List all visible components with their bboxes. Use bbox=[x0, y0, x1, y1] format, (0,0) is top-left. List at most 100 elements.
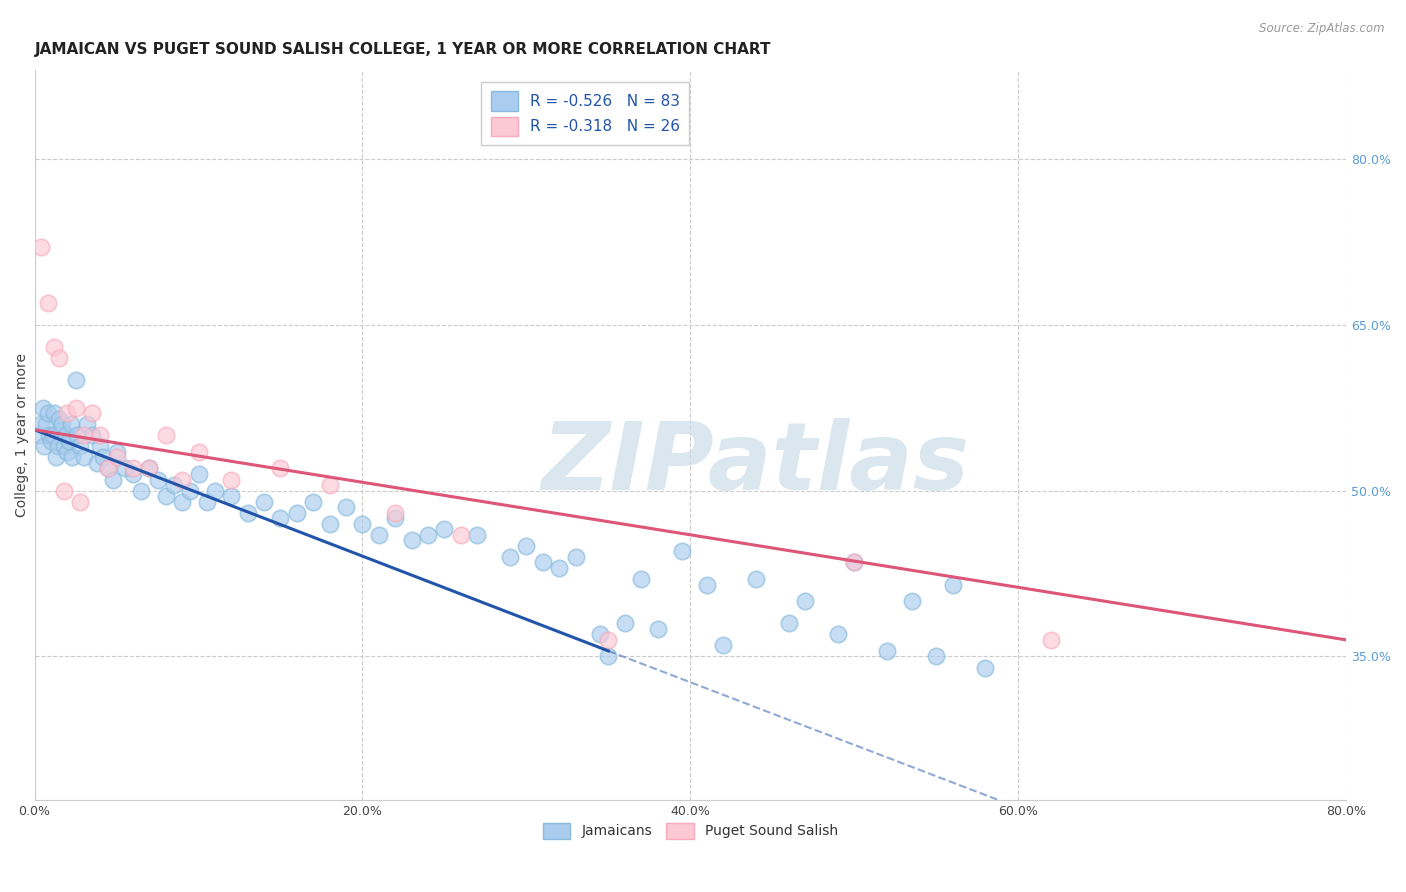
Point bbox=[269, 511, 291, 525]
Point bbox=[51, 417, 73, 432]
Point bbox=[630, 572, 652, 586]
Point bbox=[195, 494, 218, 508]
Point bbox=[44, 340, 66, 354]
Point bbox=[45, 450, 67, 465]
Point bbox=[37, 406, 59, 420]
Point bbox=[844, 556, 866, 570]
Point bbox=[221, 473, 243, 487]
Point bbox=[65, 401, 87, 415]
Point bbox=[66, 428, 89, 442]
Point bbox=[37, 295, 59, 310]
Point bbox=[827, 627, 849, 641]
Point bbox=[179, 483, 201, 498]
Point bbox=[696, 577, 718, 591]
Point bbox=[163, 478, 186, 492]
Point bbox=[89, 439, 111, 453]
Point bbox=[48, 351, 70, 365]
Point bbox=[53, 483, 76, 498]
Point bbox=[103, 473, 125, 487]
Point bbox=[172, 473, 194, 487]
Point bbox=[89, 428, 111, 442]
Point bbox=[335, 500, 357, 515]
Point bbox=[384, 511, 406, 525]
Point bbox=[76, 417, 98, 432]
Point bbox=[352, 516, 374, 531]
Point bbox=[794, 594, 817, 608]
Point bbox=[105, 450, 128, 465]
Point bbox=[30, 240, 52, 254]
Point bbox=[711, 639, 734, 653]
Y-axis label: College, 1 year or more: College, 1 year or more bbox=[15, 353, 30, 517]
Point bbox=[548, 561, 571, 575]
Point bbox=[35, 417, 58, 432]
Point bbox=[876, 644, 898, 658]
Point bbox=[97, 461, 120, 475]
Point bbox=[515, 539, 537, 553]
Point bbox=[56, 445, 79, 459]
Point bbox=[253, 494, 276, 508]
Point bbox=[48, 411, 70, 425]
Point bbox=[39, 434, 62, 448]
Point bbox=[187, 445, 209, 459]
Point bbox=[155, 428, 177, 442]
Point bbox=[105, 445, 128, 459]
Point bbox=[187, 467, 209, 481]
Point bbox=[46, 439, 69, 453]
Point bbox=[73, 428, 96, 442]
Point bbox=[598, 632, 620, 647]
Point bbox=[80, 406, 103, 420]
Point bbox=[60, 450, 83, 465]
Point bbox=[53, 439, 76, 453]
Point bbox=[44, 406, 66, 420]
Point bbox=[499, 549, 522, 564]
Point bbox=[416, 528, 439, 542]
Point bbox=[69, 494, 91, 508]
Point bbox=[318, 478, 340, 492]
Point bbox=[69, 439, 91, 453]
Point bbox=[925, 649, 948, 664]
Point bbox=[236, 506, 259, 520]
Point bbox=[367, 528, 389, 542]
Point bbox=[942, 577, 965, 591]
Point bbox=[56, 406, 79, 420]
Point bbox=[73, 450, 96, 465]
Point bbox=[221, 489, 243, 503]
Point bbox=[531, 556, 554, 570]
Point bbox=[318, 516, 340, 531]
Point bbox=[465, 528, 488, 542]
Text: ZIPatlas: ZIPatlas bbox=[541, 418, 970, 510]
Point bbox=[86, 456, 108, 470]
Text: Source: ZipAtlas.com: Source: ZipAtlas.com bbox=[1260, 22, 1385, 36]
Point bbox=[450, 528, 472, 542]
Point bbox=[93, 450, 115, 465]
Point bbox=[114, 461, 136, 475]
Legend: Jamaicans, Puget Sound Salish: Jamaicans, Puget Sound Salish bbox=[537, 817, 844, 845]
Point bbox=[285, 506, 308, 520]
Point bbox=[129, 483, 152, 498]
Point bbox=[28, 428, 51, 442]
Point bbox=[269, 461, 291, 475]
Point bbox=[974, 660, 997, 674]
Point bbox=[30, 417, 52, 432]
Point bbox=[401, 533, 423, 548]
Point bbox=[31, 401, 53, 415]
Point bbox=[778, 616, 800, 631]
Point bbox=[58, 434, 80, 448]
Point bbox=[49, 423, 72, 437]
Point bbox=[59, 417, 82, 432]
Point bbox=[598, 649, 620, 664]
Point bbox=[647, 622, 669, 636]
Point bbox=[122, 467, 145, 481]
Point bbox=[172, 494, 194, 508]
Point bbox=[433, 522, 456, 536]
Point bbox=[122, 461, 145, 475]
Point bbox=[671, 544, 693, 558]
Point bbox=[55, 428, 77, 442]
Point bbox=[65, 373, 87, 387]
Point bbox=[564, 549, 586, 564]
Point bbox=[1040, 632, 1063, 647]
Point bbox=[38, 428, 60, 442]
Point bbox=[138, 461, 160, 475]
Point bbox=[146, 473, 169, 487]
Point bbox=[34, 439, 56, 453]
